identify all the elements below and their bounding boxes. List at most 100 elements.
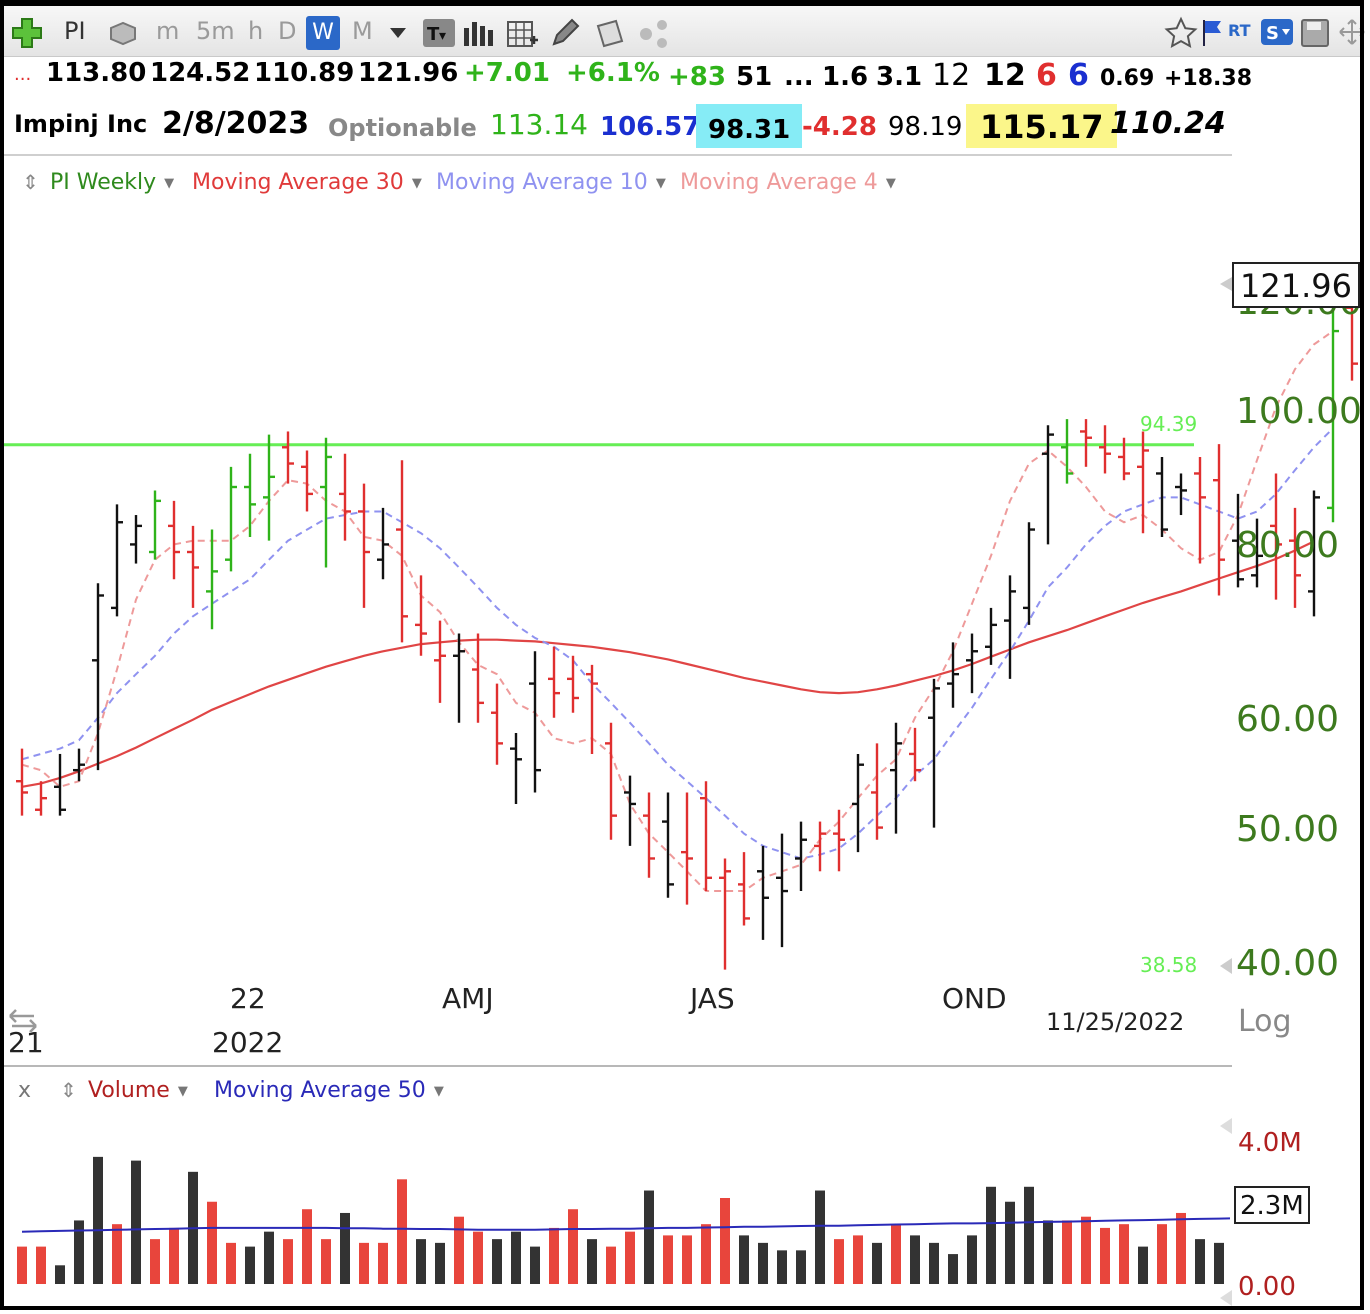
- interval-m[interactable]: m: [156, 17, 180, 45]
- volume-bar: [967, 1235, 977, 1284]
- drag-handle-icon[interactable]: ⇕: [60, 1078, 77, 1102]
- move-icon[interactable]: [1338, 18, 1366, 46]
- ohlc-bar: [111, 504, 123, 617]
- rs-value: 51: [736, 62, 773, 92]
- volume-bar: [207, 1201, 217, 1284]
- ohlc-bar: [453, 633, 465, 723]
- count-1: 12: [932, 58, 971, 93]
- volume-last-box: 2.3M: [1234, 1186, 1310, 1224]
- interval-h[interactable]: h: [248, 17, 264, 45]
- volume-bar: [682, 1235, 692, 1284]
- chevron-down-icon[interactable]: ▼: [885, 175, 896, 191]
- legend-ma10[interactable]: Moving Average 10 ▼: [436, 170, 666, 195]
- symbol-label[interactable]: PI: [64, 17, 86, 45]
- interval-w[interactable]: W: [306, 16, 340, 50]
- count-blue: 6: [1068, 58, 1089, 93]
- scroll-left-icon[interactable]: [8, 1008, 38, 1032]
- volume-bar: [834, 1239, 844, 1284]
- metric-2: 3.1: [876, 62, 923, 92]
- high-value: 124.52: [150, 58, 251, 88]
- save-icon[interactable]: [1300, 18, 1330, 48]
- ohlc-bar: [776, 833, 788, 948]
- flag-icon[interactable]: [1200, 18, 1224, 48]
- volume-bar: [739, 1235, 749, 1284]
- notes-icon[interactable]: [594, 18, 626, 48]
- ohlc-bar: [16, 748, 28, 816]
- ohlc-bar: [1251, 518, 1263, 588]
- ohlc-bar: [928, 678, 940, 828]
- low-price-label: 38.58: [1140, 953, 1198, 977]
- volume-bar: [1176, 1212, 1186, 1284]
- volume-bar: [910, 1235, 920, 1284]
- bar-chart-icon[interactable]: [462, 20, 494, 48]
- ohlc-bar: [491, 683, 503, 765]
- change-pct: +6.1%: [566, 58, 660, 88]
- ohlc-bar: [92, 583, 104, 771]
- legend-ma30[interactable]: Moving Average 30 ▼: [192, 170, 422, 195]
- drag-handle-icon[interactable]: ⇕: [22, 170, 39, 194]
- log-scale-toggle[interactable]: Log: [1238, 1004, 1292, 1039]
- chevron-down-icon[interactable]: ▼: [177, 1083, 188, 1099]
- optionable-label: Optionable: [328, 114, 477, 142]
- volume-bar: [55, 1265, 65, 1284]
- chevron-down-icon[interactable]: ▼: [655, 175, 666, 191]
- volume-pointer-icon: [1220, 1118, 1232, 1134]
- ohlc-bar: [909, 727, 921, 782]
- ma4-line: [21, 330, 1334, 892]
- volume-bar: [36, 1246, 46, 1284]
- close-pane-button[interactable]: x: [18, 1078, 32, 1103]
- interval-mo[interactable]: M: [352, 17, 373, 45]
- share-icon[interactable]: [638, 18, 672, 50]
- chevron-down-icon[interactable]: ▼: [411, 175, 422, 191]
- volume-bar: [986, 1186, 996, 1284]
- ohlc-bar: [1175, 473, 1187, 516]
- cube-icon[interactable]: [108, 20, 138, 46]
- text-tool-icon[interactable]: T ▾: [422, 18, 456, 48]
- value-6: 115.17: [966, 104, 1118, 148]
- ohlc-bar: [1327, 302, 1339, 523]
- pencil-icon[interactable]: [550, 18, 580, 48]
- volume-chart[interactable]: [4, 1104, 1230, 1294]
- volume-bar: [492, 1239, 502, 1284]
- ohlc-bar: [624, 775, 636, 846]
- y-tick-label: 60.00: [1236, 699, 1340, 740]
- ohlc-bar: [947, 642, 959, 708]
- volume-bar: [796, 1250, 806, 1284]
- price-legend: ⇕ PI Weekly ▼ Moving Average 30 ▼ Moving A…: [0, 166, 1230, 202]
- interval-d[interactable]: D: [278, 17, 297, 45]
- volume-tick-label: 0.00: [1238, 1272, 1296, 1302]
- svg-text:▾: ▾: [439, 28, 446, 44]
- ohlc-bar: [149, 490, 161, 560]
- ohlc-bar: [301, 450, 313, 512]
- legend-volume-ma[interactable]: Moving Average 50 ▼: [214, 1078, 444, 1103]
- legend-volume[interactable]: Volume ▼: [88, 1078, 188, 1103]
- volume-bar: [587, 1239, 597, 1284]
- volume-bar: [853, 1235, 863, 1284]
- ohlc-bar: [700, 781, 712, 892]
- legend-series[interactable]: PI Weekly ▼: [50, 170, 175, 195]
- volume-legend: x ⇕ Volume ▼ Moving Average 50 ▼: [0, 1074, 1230, 1110]
- price-chart[interactable]: 120.00: [4, 200, 1360, 1070]
- volume-bar: [606, 1246, 616, 1284]
- chevron-down-icon[interactable]: ▼: [433, 1083, 444, 1099]
- add-symbol-icon[interactable]: [10, 16, 44, 50]
- grid-add-icon[interactable]: [506, 18, 538, 50]
- legend-ma4[interactable]: Moving Average 4 ▼: [680, 170, 896, 195]
- volume-bar: [1100, 1227, 1110, 1284]
- chevron-down-icon[interactable]: ▼: [164, 175, 175, 191]
- volume-bar: [321, 1239, 331, 1284]
- ellipsis: ...: [784, 62, 814, 92]
- quote-date: 2/8/2023: [162, 106, 310, 141]
- rt-label[interactable]: RT: [1228, 21, 1251, 40]
- ohlc-bar: [1080, 419, 1092, 467]
- s-menu-icon[interactable]: S: [1260, 18, 1294, 46]
- ma30-line: [21, 540, 1315, 788]
- dropdown-icon[interactable]: [388, 26, 408, 40]
- rs-change: +83: [668, 62, 726, 92]
- star-icon[interactable]: [1164, 16, 1198, 50]
- volume-bar: [663, 1235, 673, 1284]
- ohlc-bar: [320, 437, 332, 568]
- volume-bar: [473, 1231, 483, 1284]
- interval-5m[interactable]: 5m: [196, 17, 235, 45]
- volume-tick-label: 4.0M: [1238, 1128, 1302, 1158]
